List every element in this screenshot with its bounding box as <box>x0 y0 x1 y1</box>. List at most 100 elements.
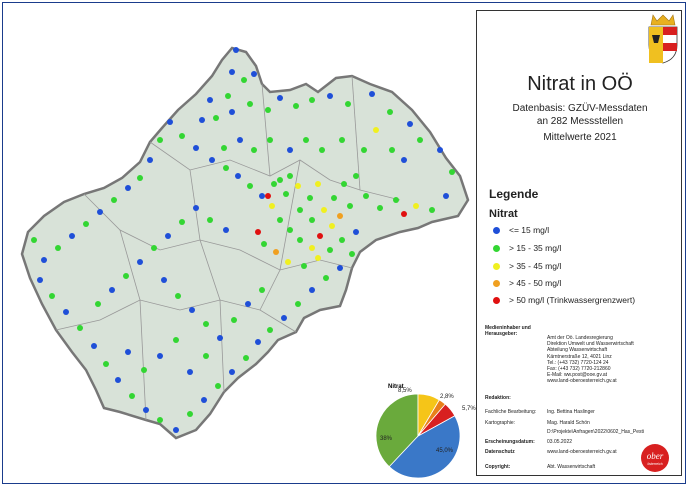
measurement-point <box>337 213 343 219</box>
legend-dot <box>493 262 500 270</box>
measurement-point <box>339 137 345 143</box>
measurement-point <box>265 107 271 113</box>
measurement-point <box>309 217 315 223</box>
measurement-points <box>31 47 455 433</box>
coat-of-arms-icon <box>648 14 678 64</box>
measurement-point <box>165 233 171 239</box>
measurement-point <box>349 251 355 257</box>
measurement-point <box>175 293 181 299</box>
measurement-point <box>437 147 443 153</box>
measurement-point <box>417 137 423 143</box>
measurement-point <box>267 137 273 143</box>
measurement-point <box>443 193 449 199</box>
imprint-row-value: www.land-oberoesterreich.gv.at <box>547 449 617 455</box>
pie-label: 45,0% <box>436 448 454 454</box>
measurement-point <box>307 195 313 201</box>
legend-item: > 35 - 45 mg/l <box>493 261 561 271</box>
measurement-point <box>241 77 247 83</box>
measurement-point <box>157 417 163 423</box>
measurement-point <box>295 301 301 307</box>
measurement-point <box>63 309 69 315</box>
measurement-point <box>377 205 383 211</box>
map-label: Nitrat <box>388 384 404 390</box>
measurement-point <box>319 147 325 153</box>
measurement-point <box>187 411 193 417</box>
measurement-point <box>353 229 359 235</box>
measurement-point <box>245 301 251 307</box>
measurement-point <box>167 119 173 125</box>
pie-slice <box>388 415 461 479</box>
measurement-point <box>363 193 369 199</box>
pie-slice <box>417 403 456 437</box>
measurement-point <box>213 115 219 121</box>
measurement-point <box>259 193 265 199</box>
legend-item: <= 15 mg/l <box>493 225 549 235</box>
measurement-point <box>259 287 265 293</box>
district-borders <box>55 75 401 421</box>
measurement-point <box>69 233 75 239</box>
owner-label: Medieninhaber und Herausgeber: <box>485 325 531 338</box>
measurement-point <box>229 109 235 115</box>
measurement-point <box>55 245 61 251</box>
measurement-point <box>235 173 241 179</box>
measurement-point <box>77 325 83 331</box>
measurement-point <box>95 301 101 307</box>
legend-item: > 15 - 35 mg/l <box>493 243 561 253</box>
measurement-point <box>179 133 185 139</box>
measurement-point <box>97 209 103 215</box>
imprint-row-value: Abt. Wasserwirtschaft <box>547 464 596 470</box>
pie-label: 2,8% <box>440 394 454 400</box>
measurement-point <box>287 173 293 179</box>
region-outline <box>20 46 470 440</box>
measurement-point <box>309 245 315 251</box>
measurement-point <box>413 203 419 209</box>
legend-subtitle: Nitrat <box>489 208 518 220</box>
measurement-point <box>229 369 235 375</box>
measurement-point <box>387 109 393 115</box>
pie-label: 5,7% <box>462 406 476 412</box>
legend-dot <box>493 244 500 252</box>
measurement-point <box>115 377 121 383</box>
measurement-point <box>329 223 335 229</box>
measurement-point <box>103 361 109 367</box>
legend-title: Legende <box>489 187 539 201</box>
measurement-point <box>401 211 407 217</box>
measurement-point <box>199 117 205 123</box>
measurement-point <box>111 197 117 203</box>
map-title: Nitrat in OÖ <box>527 73 633 95</box>
legend-label: <= 15 mg/l <box>509 225 550 235</box>
measurement-point <box>83 221 89 227</box>
imprint-row-label: Fachliche Bearbeitung: <box>485 409 537 415</box>
pie-chart: 45,0% 38% 8,5% 2,8% 5,7% <box>375 388 476 479</box>
measurement-point <box>157 137 163 143</box>
measurement-point <box>347 203 353 209</box>
measurement-point <box>267 327 273 333</box>
measurement-point <box>315 255 321 261</box>
measurement-point <box>151 245 157 251</box>
measurement-point <box>229 69 235 75</box>
legend-label: > 15 - 35 mg/l <box>509 243 562 253</box>
measurement-point <box>361 147 367 153</box>
measurement-point <box>341 181 347 187</box>
measurement-point <box>109 287 115 293</box>
measurement-point <box>231 317 237 323</box>
measurement-point <box>37 277 43 283</box>
measurement-point <box>207 217 213 223</box>
measurement-point <box>207 97 213 103</box>
subtitle-line: Mittelwerte 2021 <box>543 132 617 143</box>
measurement-point <box>41 257 47 263</box>
imprint-row-value: Ing. Bettina Haslinger <box>547 409 595 415</box>
measurement-point <box>123 273 129 279</box>
map-frame <box>2 2 686 484</box>
measurement-point <box>255 339 261 345</box>
measurement-point <box>283 191 289 197</box>
imprint-row-label: Erscheinungsdatum: <box>485 439 535 445</box>
measurement-point <box>309 287 315 293</box>
measurement-point <box>247 183 253 189</box>
measurement-point <box>237 137 243 143</box>
measurement-point <box>265 193 271 199</box>
measurement-point <box>49 293 55 299</box>
measurement-point <box>125 349 131 355</box>
imprint-row-value: 03.05.2022 <box>547 439 573 445</box>
measurement-point <box>217 335 223 341</box>
